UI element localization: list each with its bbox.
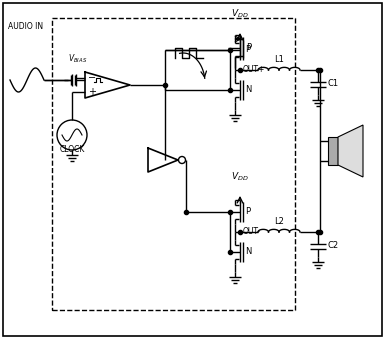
Text: OUT+: OUT+	[243, 65, 265, 75]
Polygon shape	[338, 125, 363, 177]
Bar	[52, 18, 295, 310]
Text: N: N	[245, 85, 251, 95]
Text: +: +	[88, 87, 96, 97]
Text: $V_{DD}$: $V_{DD}$	[231, 171, 249, 183]
Text: P: P	[245, 45, 250, 55]
Text: AUDIO IN: AUDIO IN	[8, 22, 43, 31]
Text: P: P	[246, 43, 251, 52]
Bar	[328, 137, 338, 165]
Text: −: −	[88, 73, 96, 83]
Text: C2: C2	[328, 241, 339, 251]
Text: C1: C1	[328, 80, 339, 88]
Text: L1: L1	[274, 55, 284, 64]
Text: L2: L2	[274, 217, 284, 226]
Text: N: N	[245, 247, 251, 257]
Text: CLOCK: CLOCK	[59, 145, 85, 154]
Text: $V_{DD}$: $V_{DD}$	[231, 7, 249, 20]
Text: P: P	[245, 207, 250, 217]
Text: OUT-: OUT-	[243, 227, 261, 237]
Text: $V_{BIAS}$: $V_{BIAS}$	[68, 53, 87, 65]
